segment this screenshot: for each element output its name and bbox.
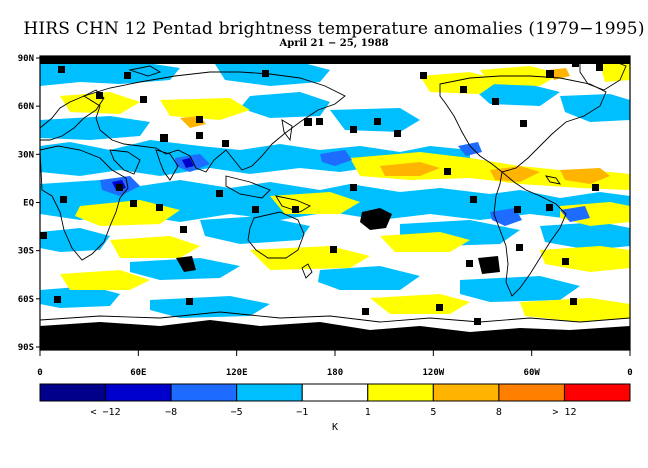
colorbar-label: 1 [365, 407, 371, 418]
colorbar: < −12 −8 −5 −1 1 5 8 > 12 [39, 383, 631, 418]
lon-tick-label: 180 [327, 368, 343, 378]
strong-cold-regions [100, 142, 590, 226]
longitude-axis: 0 60E 120E 180 120W 60W 0 [37, 350, 633, 378]
colorbar-bin [367, 383, 434, 402]
map-subtitle: April 21 − 25, 1988 [279, 38, 389, 49]
lon-tick-label: 120W [422, 368, 444, 378]
colorbar-label: < −12 [91, 407, 121, 418]
colorbar-label: −5 [231, 407, 243, 418]
colorbar-bin [39, 383, 107, 402]
colorbar-label: −8 [165, 407, 177, 418]
colorbar-bin [105, 383, 172, 402]
colorbar-label: −1 [296, 407, 308, 418]
lon-tick-label: 0 [627, 368, 632, 378]
colorbar-label: 8 [496, 407, 502, 418]
lat-tick-label: 90N [18, 54, 34, 64]
colorbar-unit-label: K [332, 422, 338, 433]
map-title: HIRS CHN 12 Pentad brightness temperatur… [23, 19, 645, 39]
colorbar-bin [498, 383, 565, 402]
colorbar-bin [170, 383, 238, 402]
colorbar-bin [432, 383, 500, 402]
colorbar-label: > 12 [552, 407, 576, 418]
lon-tick-label: 60E [130, 368, 146, 378]
lat-tick-label: 30N [18, 150, 34, 160]
latitude-axis: 90N 60N 30N EQ 30S 60S 90S [18, 54, 40, 353]
lat-tick-label: EQ [23, 199, 34, 209]
lon-tick-label: 120E [226, 368, 248, 378]
colorbar-bin [236, 383, 303, 402]
lon-tick-label: 60W [524, 368, 541, 378]
lat-tick-label: 60S [18, 295, 34, 305]
map-plot-area [40, 56, 630, 350]
lat-tick-label: 30S [18, 247, 34, 257]
lon-tick-label: 0 [37, 368, 42, 378]
colorbar-label: 5 [430, 407, 436, 418]
strong-warm-regions [180, 68, 610, 184]
colorbar-bin [563, 383, 631, 402]
no-data-regions [40, 56, 630, 350]
lat-tick-label: 90S [18, 343, 34, 353]
colorbar-bin [301, 383, 369, 402]
lat-tick-label: 60N [18, 102, 34, 112]
